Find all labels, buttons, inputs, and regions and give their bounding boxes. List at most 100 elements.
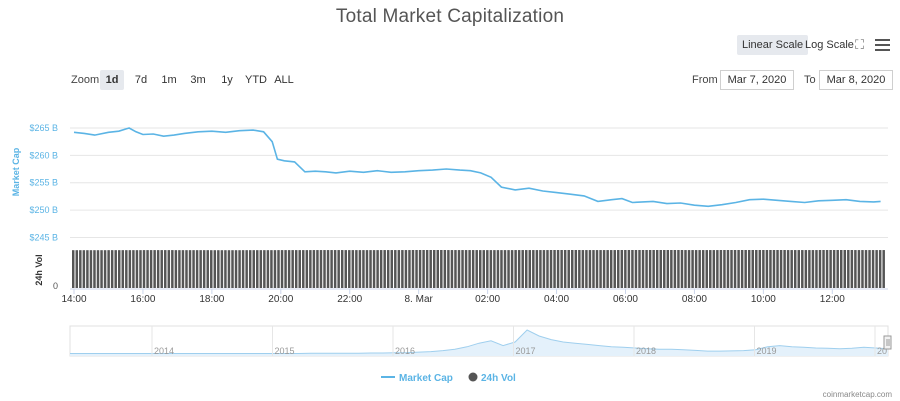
volume-bar: [139, 250, 142, 288]
volume-bar: [563, 250, 567, 288]
volume-bar: [620, 250, 624, 288]
volume-bar: [174, 250, 178, 288]
zoom-1m-button[interactable]: 1m: [161, 74, 177, 86]
volume-bar: [673, 250, 677, 288]
volume-bar: [631, 250, 634, 288]
volume-bar: [107, 250, 110, 288]
expand-icon[interactable]: ⛶: [855, 37, 865, 52]
volume-bar: [227, 250, 231, 288]
volume-bar: [581, 250, 585, 288]
volume-bar: [822, 250, 825, 288]
volume-bar: [482, 250, 486, 288]
volume-bar: [231, 250, 234, 288]
volume-bar: [666, 250, 670, 288]
navigator-year-label: 2015: [275, 346, 295, 356]
volume-bar: [599, 250, 602, 288]
volume-bar: [854, 250, 857, 288]
to-date-input[interactable]: [819, 70, 893, 90]
market-cap-axis-label: Market Cap: [11, 147, 21, 196]
volume-bar: [479, 250, 482, 288]
zoom-1d-button[interactable]: 1d: [100, 70, 124, 90]
from-date-input[interactable]: [720, 70, 794, 90]
volume-bar: [871, 250, 875, 288]
volume-bar: [595, 250, 599, 288]
volume-bar: [503, 250, 507, 288]
volume-bar: [549, 250, 553, 288]
volume-bar: [457, 250, 461, 288]
volume-bar: [875, 250, 878, 288]
volume-bar: [273, 250, 277, 288]
navigator-year-label: 2017: [516, 346, 536, 356]
volume-bar: [132, 250, 135, 288]
volume-bar: [93, 250, 96, 288]
x-tick-label: 04:00: [544, 294, 569, 305]
volume-bar: [705, 250, 708, 288]
volume-bar: [96, 250, 100, 288]
volume-bar: [383, 250, 386, 288]
volume-bar: [468, 250, 471, 288]
volume-bar: [585, 250, 588, 288]
volume-bar: [765, 250, 769, 288]
volume-bar: [181, 250, 185, 288]
volume-bar: [709, 250, 712, 288]
volume-bar: [224, 250, 227, 288]
volume-bar: [701, 250, 705, 288]
volume-bar: [160, 250, 163, 288]
navigator: 2014 2015 2016 2017 2018 2019 20: [69, 325, 892, 357]
linear-scale-button[interactable]: Linear Scale: [737, 35, 809, 55]
zoom-1y-button[interactable]: 1y: [221, 74, 233, 86]
volume-bar: [337, 250, 340, 288]
volume-bar: [149, 250, 153, 288]
legend-market-cap[interactable]: Market Cap: [399, 373, 453, 384]
volume-bar: [86, 250, 89, 288]
volume-bar: [677, 250, 680, 288]
volume-bar: [153, 250, 156, 288]
market-cap-y-tick: $245 B: [29, 233, 58, 243]
volume-bar: [535, 250, 539, 288]
volume-bar: [588, 250, 592, 288]
hamburger-menu-icon[interactable]: [875, 39, 890, 51]
market-cap-y-tick: $255 B: [29, 178, 58, 188]
volume-bar: [769, 250, 772, 288]
volume-bar: [401, 250, 404, 288]
volume-bar: [188, 250, 192, 288]
volume-bar: [89, 250, 93, 288]
volume-bar: [539, 250, 542, 288]
volume-bar: [687, 250, 691, 288]
volume-bar: [461, 250, 464, 288]
volume-bar: [730, 250, 733, 288]
volume-bar: [294, 250, 298, 288]
x-axis: 14:00 16:00 18:00 20:00 22:00 8. Mar 02:00 04:0…: [61, 289, 845, 305]
navigator-year-label: 20: [877, 346, 887, 356]
log-scale-button[interactable]: Log Scale: [805, 39, 854, 51]
volume-bar: [744, 250, 747, 288]
volume-bar: [291, 250, 294, 288]
zoom-7d-button[interactable]: 7d: [134, 74, 148, 86]
volume-bar: [440, 250, 443, 288]
volume-bar: [316, 250, 319, 288]
volume-bar: [146, 250, 149, 288]
volume-bars: [72, 250, 885, 288]
volume-bar: [815, 250, 818, 288]
zoom-ytd-button[interactable]: YTD: [245, 74, 267, 86]
zoom-all-button[interactable]: ALL: [274, 74, 294, 86]
x-tick-label: 10:00: [751, 294, 776, 305]
volume-bar: [103, 250, 107, 288]
market-cap-y-tick: $250 B: [29, 205, 58, 215]
volume-bar: [390, 250, 393, 288]
volume-bar: [525, 250, 528, 288]
volume-bar: [659, 250, 662, 288]
volume-bar: [355, 250, 358, 288]
zoom-3m-button[interactable]: 3m: [190, 74, 206, 86]
legend-volume[interactable]: 24h Vol: [481, 373, 516, 384]
volume-bar: [114, 250, 117, 288]
volume-axis-label: 24h Vol: [34, 254, 44, 285]
volume-bar: [751, 250, 754, 288]
volume-bar: [362, 250, 365, 288]
volume-bar: [663, 250, 666, 288]
volume-bar: [861, 250, 864, 288]
volume-bar: [241, 250, 245, 288]
x-tick-label: 16:00: [130, 294, 155, 305]
volume-bar: [613, 250, 616, 288]
x-tick-label: 12:00: [820, 294, 845, 305]
